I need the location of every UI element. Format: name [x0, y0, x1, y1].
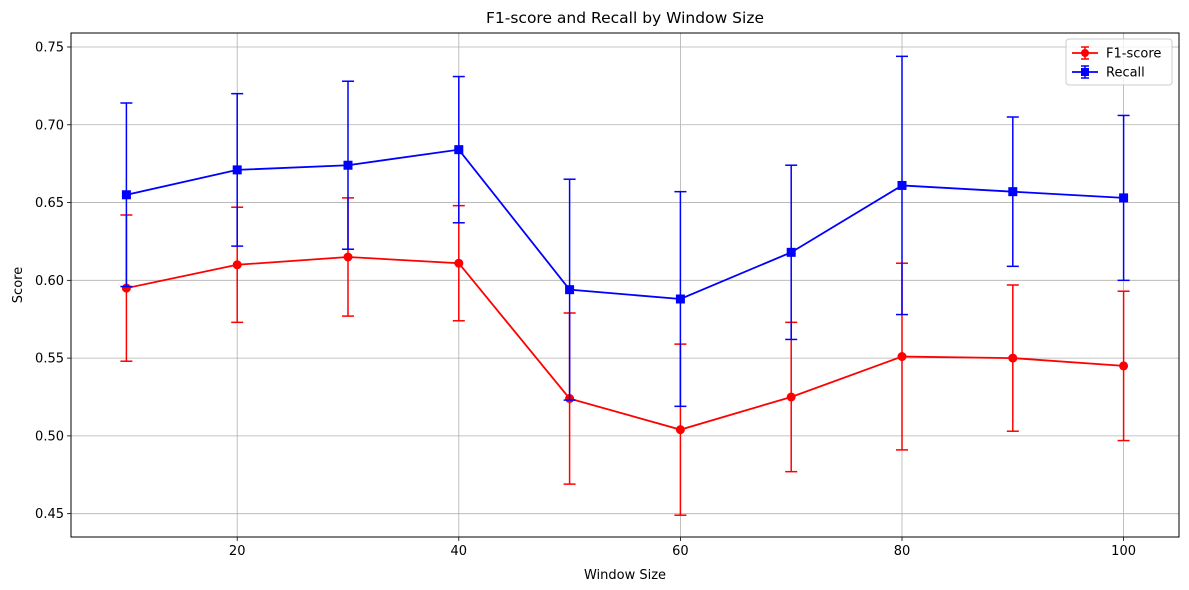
data-point: [454, 145, 464, 155]
x-tick-label: 80: [894, 544, 911, 559]
y-tick-label: 0.55: [35, 352, 64, 367]
series-recall: [120, 55, 1130, 408]
x-tick-label: 20: [229, 544, 246, 559]
x-tick-label: 40: [451, 544, 468, 559]
data-point: [675, 425, 685, 435]
legend-item: Recall: [1072, 65, 1145, 81]
data-point: [897, 180, 907, 190]
data-point: [786, 392, 796, 402]
series-layer: [120, 55, 1130, 516]
data-point: [232, 260, 242, 270]
plot-frame: [70, 32, 1180, 538]
legend-label: F1-score: [1106, 47, 1161, 62]
data-point: [232, 165, 242, 175]
x-tick-label: 100: [1111, 544, 1136, 559]
data-point: [1008, 353, 1018, 363]
y-tick-label: 0.60: [35, 274, 64, 289]
legend-item: F1-score: [1072, 46, 1161, 62]
data-point: [121, 190, 131, 200]
y-tick-label: 0.45: [35, 507, 64, 522]
ticks: 20 40 60 80 100 0.45 0.50 0.55 0.60 0.65 0.70 0.75: [35, 41, 1136, 560]
legend-frame: [1065, 38, 1173, 86]
data-point: [1119, 361, 1129, 371]
data-point: [343, 252, 353, 262]
data-point: [565, 285, 575, 295]
chart-title: F1-score and Recall by Window Size: [486, 9, 764, 27]
legend-swatch-marker: [1081, 68, 1089, 76]
y-axis-title: Score: [11, 267, 26, 303]
y-tick-label: 0.75: [35, 41, 64, 56]
data-point: [897, 352, 907, 362]
series-line: [126, 256, 1124, 431]
data-point: [675, 294, 685, 304]
data-point: [1008, 187, 1018, 197]
data-point: [454, 258, 464, 268]
data-point: [786, 247, 796, 257]
legend: F1-score Recall: [1065, 38, 1173, 86]
y-tick-label: 0.65: [35, 196, 64, 211]
series-line: [126, 148, 1124, 300]
legend-label: Recall: [1106, 66, 1145, 81]
data-point: [1119, 193, 1129, 203]
y-tick-label: 0.50: [35, 429, 64, 444]
x-tick-label: 60: [672, 544, 689, 559]
grid: [71, 33, 1179, 537]
data-point: [343, 160, 353, 170]
legend-swatch-marker: [1081, 49, 1089, 57]
x-axis-title: Window Size: [584, 568, 666, 583]
y-tick-label: 0.70: [35, 118, 64, 133]
series-f1-score: [120, 197, 1130, 516]
